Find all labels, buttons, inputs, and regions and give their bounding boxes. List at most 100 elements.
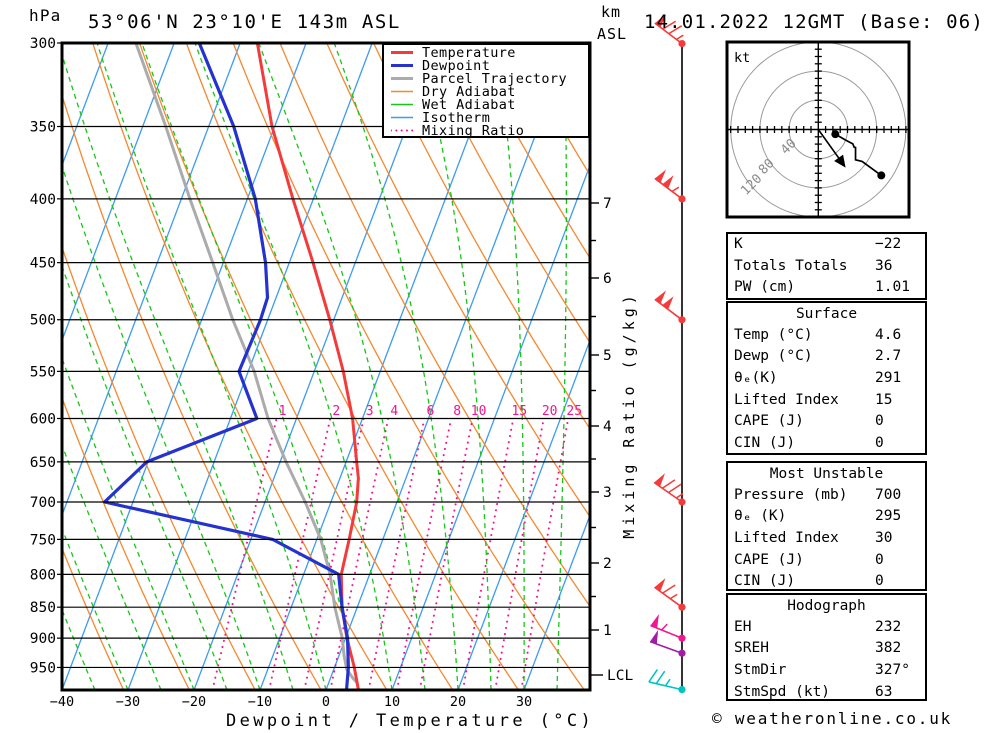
table-row: EH 232 (728, 617, 925, 639)
date-title: 14.01.2022 12GMT (Base: 06) (644, 11, 984, 33)
pressure-tick-label: 800 (30, 567, 56, 583)
wind-barb-dot (678, 649, 686, 657)
table-row-label: EH (734, 618, 752, 635)
legend-label: Dry Adiabat (422, 83, 516, 100)
table-row-value: 0 (875, 413, 884, 430)
mixing-ratio-value-label: 1 (279, 404, 287, 419)
table-row: CAPE (J) 0 (728, 411, 925, 433)
wind-barb-stem (650, 624, 683, 639)
isotherm-line (62, 43, 109, 168)
isotherm-line (457, 338, 590, 690)
dry-adiabat-line (92, 43, 388, 690)
wet-adiabat-line (194, 43, 393, 690)
table-row: Temp (°C) 4.6 (728, 325, 925, 347)
table-row-label: Lifted Index (734, 530, 839, 547)
table-row: Lifted Index 30 (728, 528, 925, 550)
mixing-ratio-axis-label: Mixing Ratio (g/kg) (620, 291, 638, 539)
table-row-value: 63 (875, 683, 893, 700)
table-row-value: 0 (875, 435, 884, 452)
wet-adiabat-line (96, 43, 327, 690)
mixing-ratio-line (395, 417, 453, 690)
pressure-tick-label: 600 (30, 411, 56, 427)
dry-adiabat-line (62, 546, 125, 690)
wind-barb-pennant (650, 629, 659, 645)
table-row-value: 15 (875, 391, 893, 408)
wind-barb-full (661, 479, 676, 489)
isotherm-line (259, 43, 505, 690)
table-row-label: CAPE (J) (734, 413, 804, 430)
altitude-axis-unit-km: km (601, 3, 622, 21)
station-title: 53°06'N 23°10'E 143m ASL (88, 11, 401, 33)
wind-barb-full (668, 483, 682, 494)
table-row-label: PW (cm) (734, 279, 796, 296)
km-tick-label: 5 (603, 348, 612, 364)
table-row-value: 2.7 (875, 348, 902, 365)
hodograph-trace (834, 133, 882, 177)
table-row-value: 0 (875, 551, 884, 568)
wind-barb-pennant (654, 473, 666, 487)
hodograph-ring-label: 40 (778, 136, 800, 158)
pressure-tick-label: 300 (30, 36, 56, 52)
x-tick-label: 20 (450, 694, 466, 710)
km-tick-label: 3 (603, 485, 612, 501)
legend-row: Mixing Ratio (384, 124, 588, 137)
wind-barb-stem (653, 481, 683, 503)
wind-barb-full (648, 669, 658, 683)
mixing-ratio-line (329, 417, 390, 690)
legend-row: Wet Adiabat (384, 98, 588, 111)
table-row-value: 327° (875, 662, 910, 679)
isotherm-line (391, 163, 590, 690)
mixing-ratio-value-label: 6 (426, 404, 434, 419)
table-row: Pressure (mb) 700 (728, 485, 925, 507)
legend-row: Isotherm (384, 111, 588, 124)
table-row-value: 4.6 (875, 326, 902, 343)
km-tick-label: 2 (603, 556, 612, 572)
mixing-ratio-line (494, 417, 545, 690)
table-row-label: θₑ (K) (734, 508, 787, 525)
pressure-tick-label: 450 (30, 256, 56, 272)
wind-barb-stem (648, 681, 683, 691)
legend-swatch-isotherm (391, 116, 413, 119)
table-row-value: 291 (875, 370, 902, 387)
table-row-value: 1.01 (875, 279, 910, 296)
wet-adiabat-line (416, 43, 492, 690)
km-tick-label: 4 (603, 419, 612, 435)
pressure-tick-label: 900 (30, 631, 56, 647)
table-row: Lifted Index 15 (728, 390, 925, 412)
wet-adiabat-line (62, 356, 195, 690)
mixing-ratio-value-label: 8 (453, 404, 461, 419)
isotherm-line (193, 43, 439, 690)
pressure-tick-label: 350 (30, 120, 56, 136)
wind-barb-pennant (662, 175, 674, 189)
legend-row: Dry Adiabat (384, 85, 588, 98)
x-tick-label: −40 (50, 694, 74, 710)
wind-barb-half (671, 186, 680, 193)
isotherm-line (62, 43, 175, 343)
wind-barb (654, 169, 686, 203)
table-row-label: Totals Totals (734, 257, 848, 274)
table-row-label: K (734, 236, 743, 252)
pressure-tick-label: 650 (30, 455, 56, 471)
wind-barb-pennant (650, 614, 659, 629)
x-tick-label: −20 (182, 694, 206, 710)
legend-swatch-dry-adiabat (391, 90, 413, 93)
mixing-ratio-value-label: 3 (366, 404, 374, 419)
table-row-value: 232 (875, 618, 902, 635)
km-tick-label: 1 (603, 623, 612, 639)
table-row: CIN (J) 0 (728, 433, 925, 455)
table-box-indices: K −22 Totals Totals 36 PW (cm) 1.01 (726, 232, 927, 300)
table-row: StmDir 327° (728, 660, 925, 682)
wind-barb-full (662, 584, 676, 594)
wind-barb-stem (654, 586, 683, 608)
legend-label: Temperature (422, 44, 516, 61)
dry-adiabat-line (420, 43, 590, 344)
table-section-title: Most Unstable (769, 466, 884, 482)
table-row-label: StmDir (734, 662, 787, 679)
plot-frame (60, 41, 592, 692)
hodograph-trace-end-dot (877, 171, 886, 180)
table-row-value: 700 (875, 486, 902, 503)
dewpoint-curve (102, 43, 350, 690)
hodograph-unit-label: kt (734, 50, 750, 66)
wet-adiabat-line (258, 43, 426, 690)
